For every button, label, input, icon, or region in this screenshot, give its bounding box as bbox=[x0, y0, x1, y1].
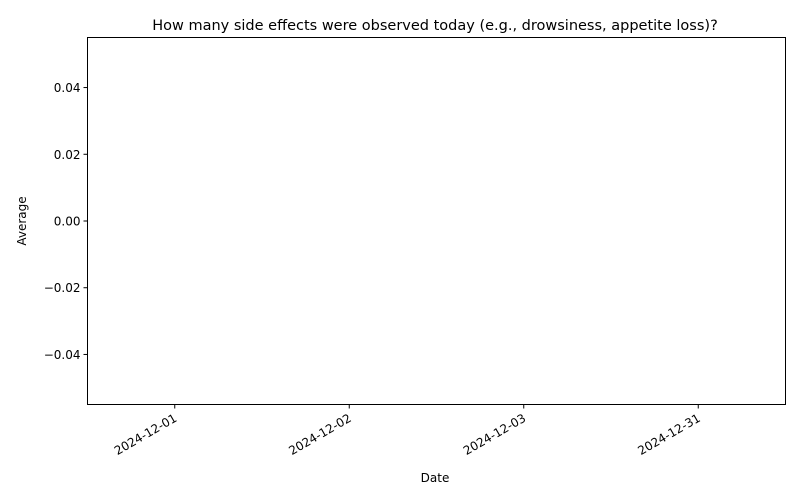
x-tick-label: 2024-12-03 bbox=[461, 411, 528, 458]
x-tick-label: 2024-12-01 bbox=[112, 411, 179, 458]
y-tick-label: −0.04 bbox=[44, 348, 81, 362]
y-tick-label: −0.02 bbox=[44, 281, 81, 295]
x-axis-label: Date bbox=[421, 471, 450, 485]
y-axis-label: Average bbox=[15, 196, 29, 245]
y-tick-label: 0.00 bbox=[54, 215, 81, 229]
y-tick-label: 0.02 bbox=[54, 148, 81, 162]
x-tick-label: 2024-12-31 bbox=[635, 411, 702, 458]
chart-title: How many side effects were observed toda… bbox=[152, 18, 718, 34]
y-tick-label: 0.04 bbox=[54, 81, 81, 95]
x-tick-label: 2024-12-02 bbox=[286, 411, 353, 458]
plot-frame bbox=[87, 37, 786, 405]
